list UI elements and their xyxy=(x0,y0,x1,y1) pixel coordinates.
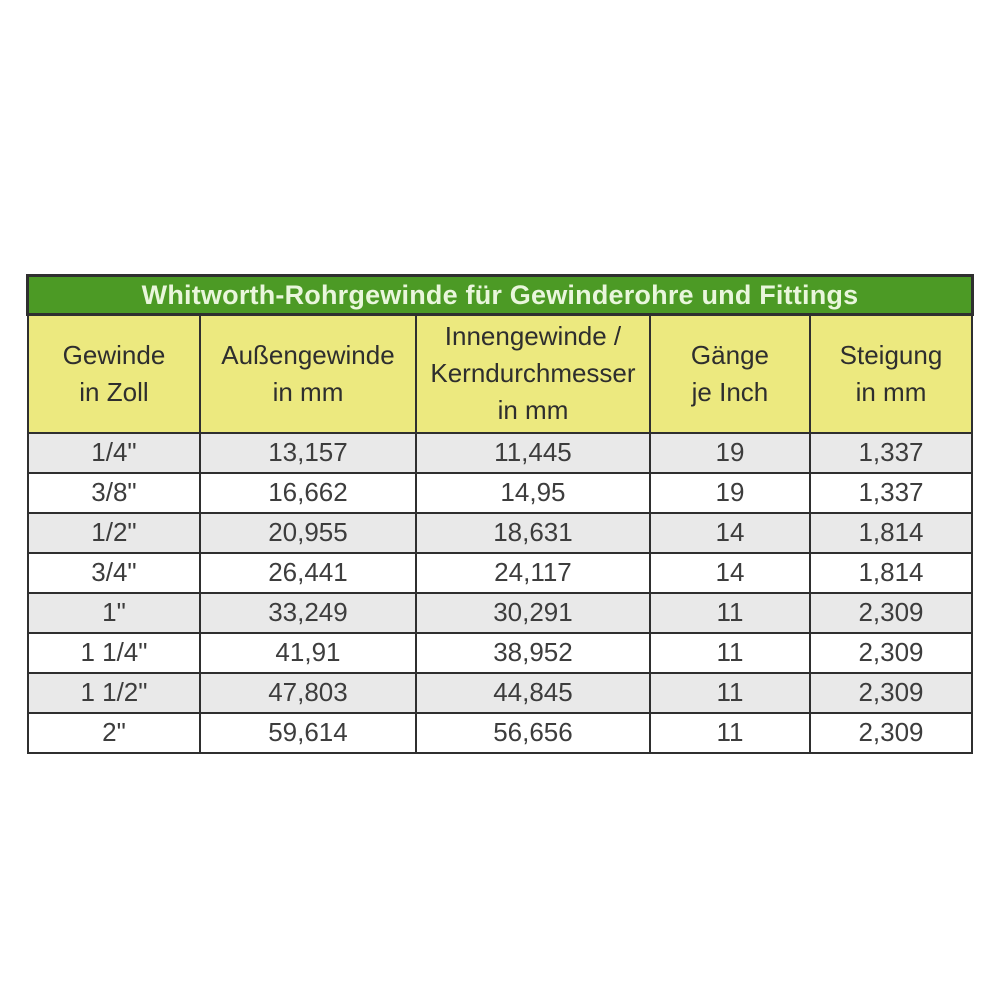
table-cell: 1/4" xyxy=(26,431,201,474)
table-cell: 14,95 xyxy=(414,471,651,514)
table-cell: 30,291 xyxy=(414,591,651,634)
table-cell: 19 xyxy=(648,471,811,514)
table-cell: 33,249 xyxy=(198,591,417,634)
table-cell: 2,309 xyxy=(808,671,974,714)
table-cell: 56,656 xyxy=(414,711,651,754)
column-header-innengewinde: Innengewinde / Kerndurchmesser in mm xyxy=(414,313,651,434)
table-cell: 47,803 xyxy=(198,671,417,714)
table-cell: 11 xyxy=(648,671,811,714)
column-header-gaenge-je-inch: Gänge je Inch xyxy=(648,313,811,434)
thread-spec-table: Whitworth-Rohrgewinde für Gewinderohre u… xyxy=(26,274,974,754)
table-cell: 1/2" xyxy=(26,511,201,554)
table-cell: 41,91 xyxy=(198,631,417,674)
table-cell: 14 xyxy=(648,551,811,594)
table-cell: 38,952 xyxy=(414,631,651,674)
table-row: 2" 59,614 56,656 11 2,309 xyxy=(26,711,974,754)
table-cell: 1 1/2" xyxy=(26,671,201,714)
table-row: 3/8" 16,662 14,95 19 1,337 xyxy=(26,471,974,514)
table-title-row: Whitworth-Rohrgewinde für Gewinderohre u… xyxy=(26,274,974,316)
table-cell: 20,955 xyxy=(198,511,417,554)
table-cell: 1 1/4" xyxy=(26,631,201,674)
table-cell: 1" xyxy=(26,591,201,634)
page: Whitworth-Rohrgewinde für Gewinderohre u… xyxy=(26,274,974,754)
table-cell: 19 xyxy=(648,431,811,474)
table-cell: 16,662 xyxy=(198,471,417,514)
table-header-row: Gewinde in Zoll Außengewinde in mm Innen… xyxy=(26,313,974,434)
table-cell: 44,845 xyxy=(414,671,651,714)
table-cell: 18,631 xyxy=(414,511,651,554)
table-cell: 13,157 xyxy=(198,431,417,474)
table-cell: 59,614 xyxy=(198,711,417,754)
table-row: 1 1/2" 47,803 44,845 11 2,309 xyxy=(26,671,974,714)
table-cell: 26,441 xyxy=(198,551,417,594)
table-cell: 11 xyxy=(648,631,811,674)
table-cell: 3/4" xyxy=(26,551,201,594)
table-cell: 24,117 xyxy=(414,551,651,594)
table-cell: 11,445 xyxy=(414,431,651,474)
column-header-steigung: Steigung in mm xyxy=(808,313,974,434)
column-header-gewinde-in-zoll: Gewinde in Zoll xyxy=(26,313,201,434)
table-cell: 1,814 xyxy=(808,551,974,594)
table-row: 1/4" 13,157 11,445 19 1,337 xyxy=(26,431,974,474)
table-cell: 2,309 xyxy=(808,591,974,634)
table-row: 3/4" 26,441 24,117 14 1,814 xyxy=(26,551,974,594)
table-row: 1 1/4" 41,91 38,952 11 2,309 xyxy=(26,631,974,674)
table-cell: 2" xyxy=(26,711,201,754)
table-cell: 14 xyxy=(648,511,811,554)
table-title: Whitworth-Rohrgewinde für Gewinderohre u… xyxy=(26,274,974,316)
table-cell: 2,309 xyxy=(808,711,974,754)
table-cell: 2,309 xyxy=(808,631,974,674)
table-row: 1" 33,249 30,291 11 2,309 xyxy=(26,591,974,634)
table-cell: 1,814 xyxy=(808,511,974,554)
table-cell: 11 xyxy=(648,711,811,754)
table-cell: 1,337 xyxy=(808,431,974,474)
table-cell: 1,337 xyxy=(808,471,974,514)
table-cell: 11 xyxy=(648,591,811,634)
table-cell: 3/8" xyxy=(26,471,201,514)
table-row: 1/2" 20,955 18,631 14 1,814 xyxy=(26,511,974,554)
column-header-aussengewinde: Außengewinde in mm xyxy=(198,313,417,434)
